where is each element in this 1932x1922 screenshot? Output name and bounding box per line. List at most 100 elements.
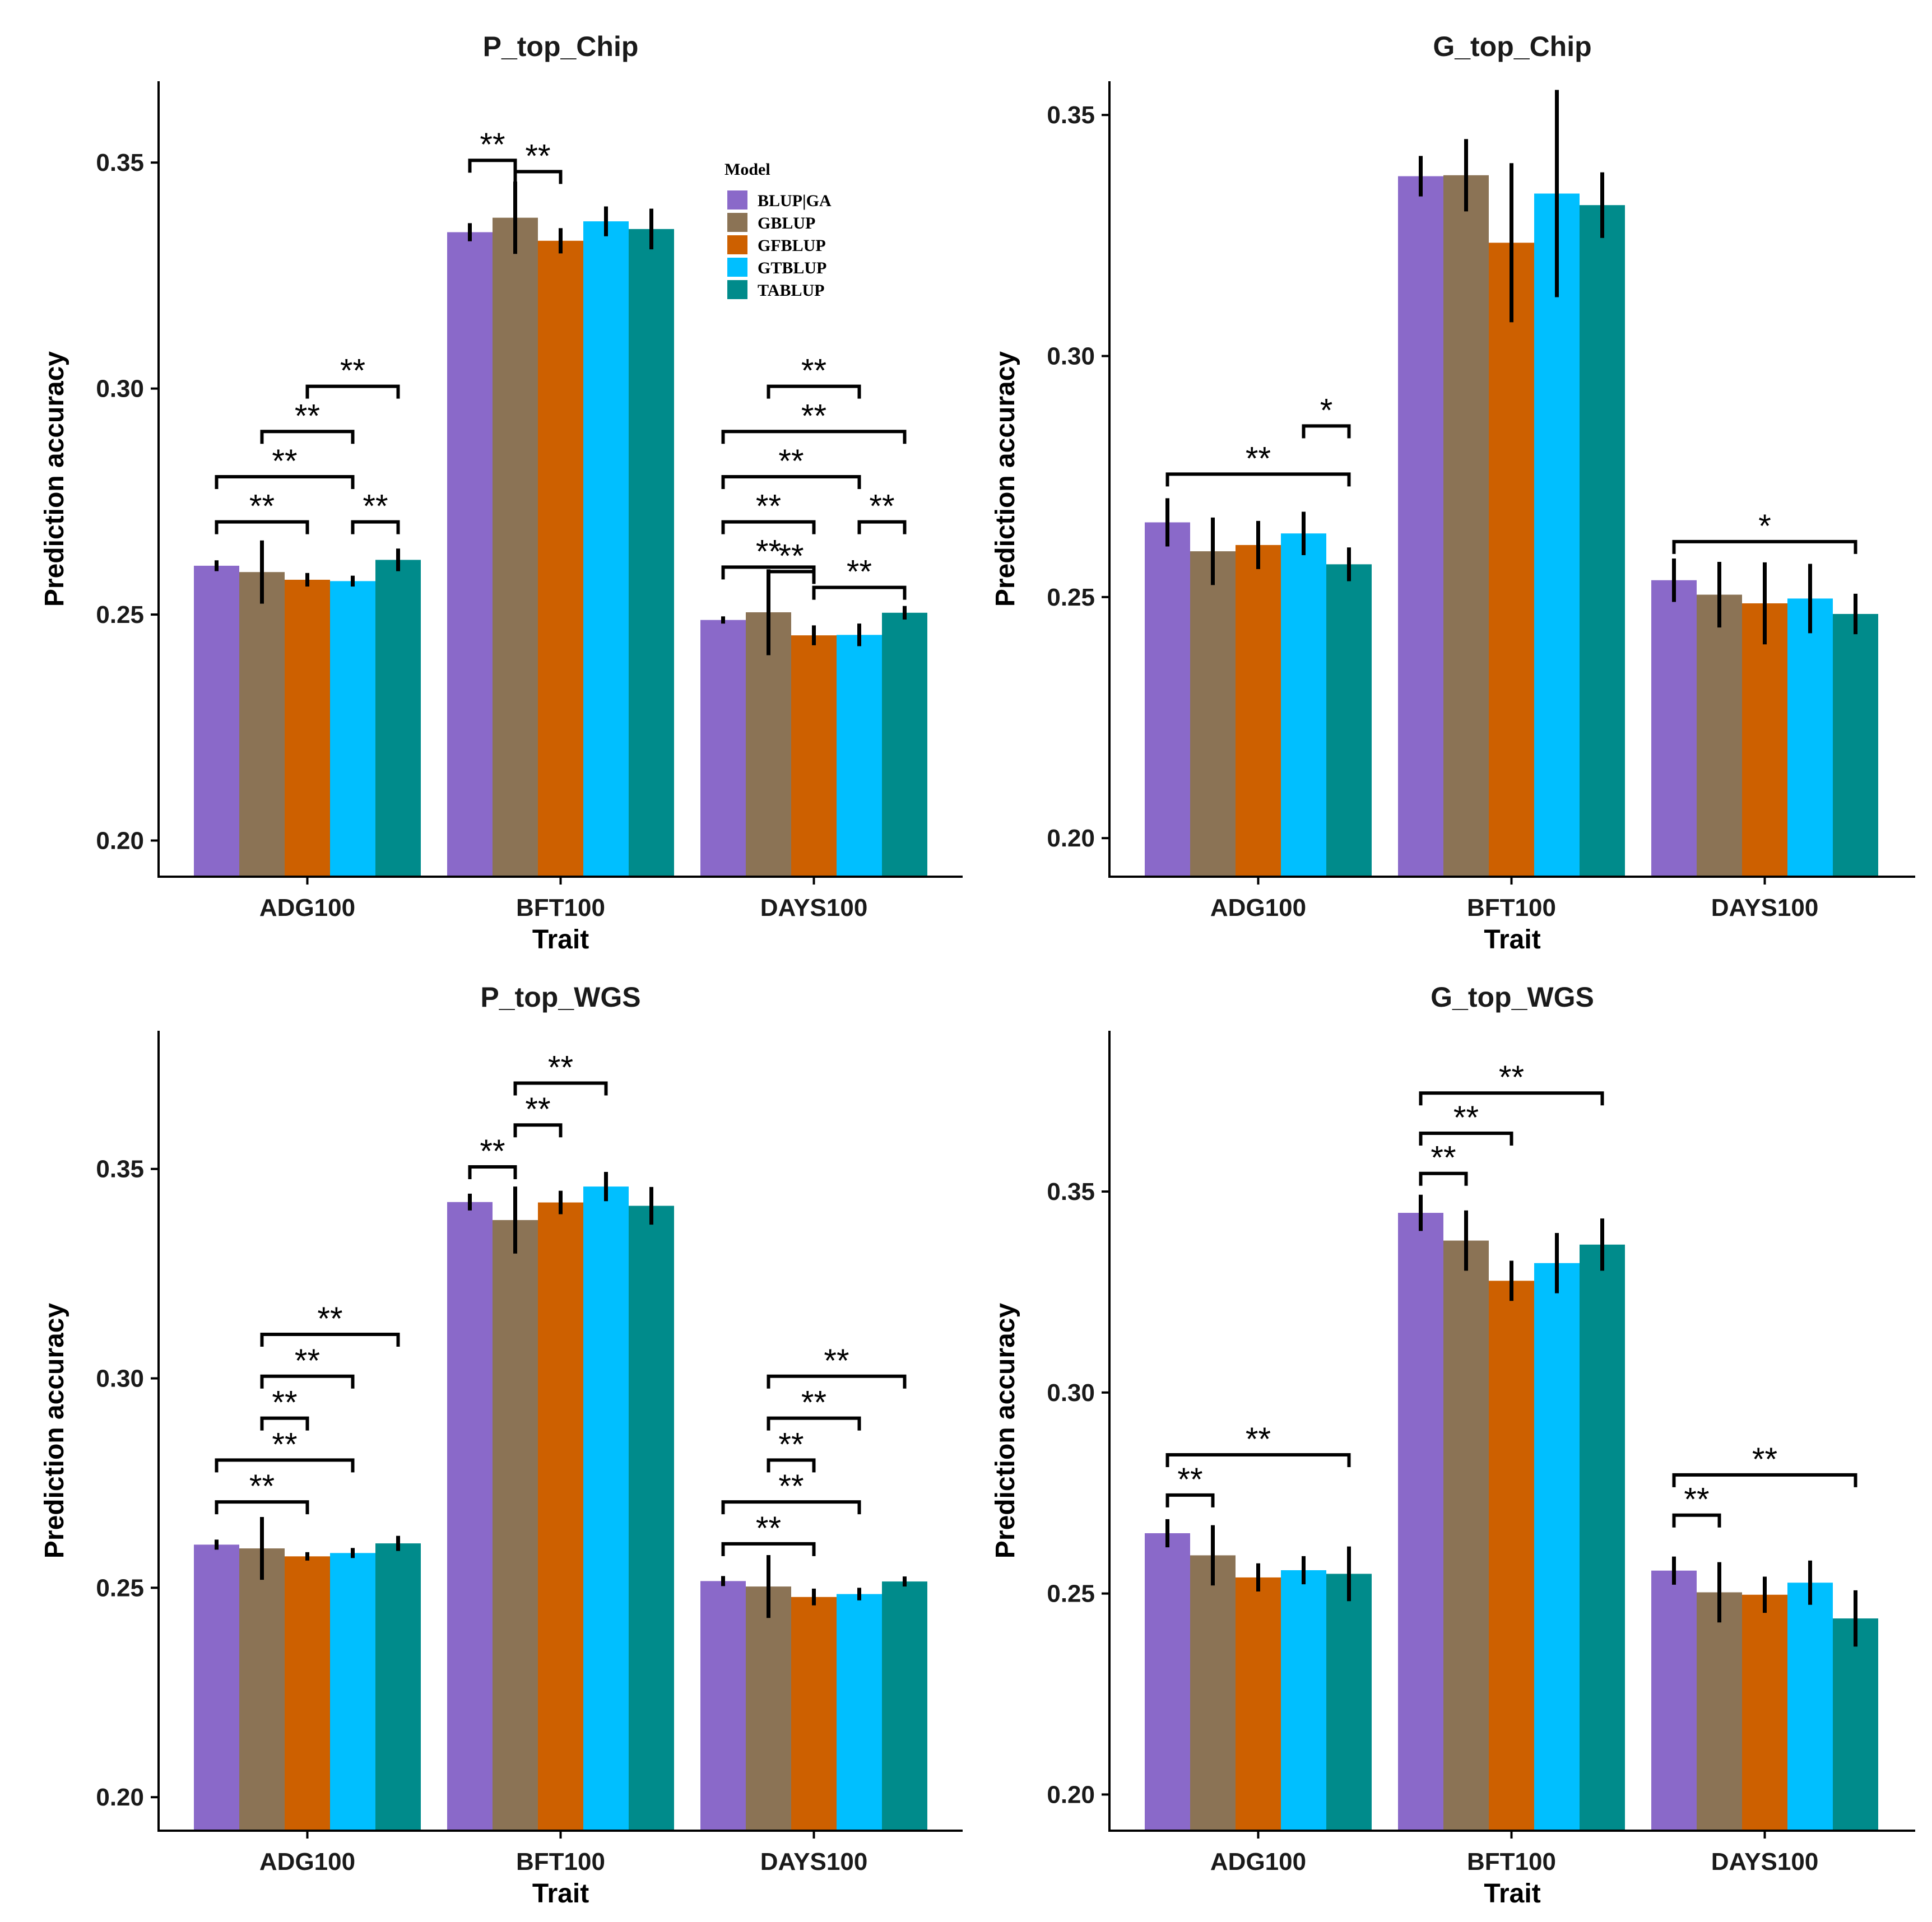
significance-label: ** bbox=[295, 398, 320, 434]
bar-GBLUP-BFT100 bbox=[1443, 1240, 1489, 1831]
bar-GFBLUP-DAYS100 bbox=[1742, 1594, 1787, 1831]
y-tick-label: 0.25 bbox=[96, 601, 144, 629]
significance-label: ** bbox=[317, 1301, 342, 1337]
significance-bracket bbox=[215, 1458, 355, 1473]
bar-GTBLUP-BFT100 bbox=[1534, 1263, 1580, 1831]
legend-swatch-GTBLUP bbox=[727, 258, 747, 277]
significance-bracket bbox=[1419, 1091, 1604, 1106]
bar-GBLUP-ADG100 bbox=[239, 572, 285, 877]
chart-title: P_top_Chip bbox=[483, 31, 639, 62]
significance-bracket bbox=[767, 1374, 907, 1389]
significance-label: ** bbox=[778, 1468, 804, 1505]
significance-bracket bbox=[1165, 1453, 1351, 1468]
bar-TABLUP-ADG100 bbox=[375, 1543, 421, 1831]
significance-bracket bbox=[812, 585, 907, 600]
chart-title: G_top_Chip bbox=[1433, 31, 1591, 62]
significance-label: ** bbox=[778, 1426, 804, 1463]
significance-label: ** bbox=[340, 353, 365, 389]
bar-GFBLUP-ADG100 bbox=[1236, 545, 1281, 877]
legend-label: GTBLUP bbox=[758, 259, 826, 277]
significance-label: ** bbox=[778, 443, 804, 480]
significance-label: ** bbox=[272, 443, 297, 480]
significance-bracket bbox=[215, 1500, 309, 1515]
bar-GTBLUP-DAYS100 bbox=[837, 635, 882, 877]
bar-GTBLUP-DAYS100 bbox=[1787, 598, 1833, 877]
significance-label: ** bbox=[756, 488, 781, 525]
y-tick-label: 0.30 bbox=[1047, 343, 1095, 370]
panel-G_top_Chip: G_top_Chip ADG100 BFT100 DAYS100 0.20 0.25 0.3… bbox=[991, 31, 1915, 955]
bar-GBLUP-BFT100 bbox=[493, 1220, 538, 1831]
significance-bracket bbox=[513, 1123, 563, 1138]
bar-GBLUP-BFT100 bbox=[493, 217, 538, 877]
bar-BLUP|GA-ADG100 bbox=[1145, 522, 1190, 877]
bar-BLUP|GA-BFT100 bbox=[447, 1202, 493, 1831]
bar-GTBLUP-ADG100 bbox=[1281, 533, 1326, 877]
bar-BLUP|GA-DAYS100 bbox=[700, 620, 746, 877]
bar-GFBLUP-BFT100 bbox=[538, 1202, 583, 1831]
y-axis-title: Prediction accuracy bbox=[991, 351, 1020, 607]
bar-GBLUP-ADG100 bbox=[1190, 551, 1236, 877]
significance-bracket bbox=[1165, 472, 1351, 487]
bar-BLUP|GA-ADG100 bbox=[194, 1544, 239, 1831]
y-tick-label: 0.35 bbox=[96, 1156, 144, 1183]
x-axis-title: Trait bbox=[532, 1879, 589, 1909]
bar-TABLUP-ADG100 bbox=[1326, 564, 1372, 877]
bar-GFBLUP-BFT100 bbox=[538, 240, 583, 877]
y-tick-label: 0.25 bbox=[1047, 1580, 1095, 1608]
bar-TABLUP-BFT100 bbox=[629, 229, 674, 877]
legend-label: GBLUP bbox=[758, 214, 815, 232]
bar-GFBLUP-ADG100 bbox=[1236, 1577, 1281, 1831]
y-tick-label: 0.25 bbox=[1047, 584, 1095, 611]
bar-GTBLUP-DAYS100 bbox=[837, 1594, 882, 1831]
significance-bracket bbox=[767, 1416, 861, 1431]
panel-P_top_WGS: P_top_WGS ADG100 BFT100 DAYS100 0.20 0.25 0.30… bbox=[40, 981, 963, 1909]
x-tick-label: BFT100 bbox=[1467, 894, 1556, 922]
bar-BLUP|GA-BFT100 bbox=[447, 232, 493, 877]
y-tick-label: 0.20 bbox=[96, 827, 144, 854]
chart-title: G_top_WGS bbox=[1431, 981, 1594, 1013]
bar-BLUP|GA-DAYS100 bbox=[1651, 1570, 1697, 1831]
legend-swatch-GFBLUP bbox=[727, 235, 747, 254]
significance-label: ** bbox=[1246, 1421, 1271, 1458]
y-tick-label: 0.35 bbox=[1047, 1178, 1095, 1206]
significance-bracket bbox=[1419, 1131, 1513, 1146]
x-tick-label: DAYS100 bbox=[760, 1848, 868, 1876]
y-tick-label: 0.35 bbox=[96, 149, 144, 176]
significance-bracket bbox=[721, 474, 861, 489]
y-tick-label: 0.30 bbox=[96, 375, 144, 403]
significance-label: ** bbox=[480, 127, 505, 163]
bar-GTBLUP-DAYS100 bbox=[1787, 1583, 1833, 1831]
significance-label: ** bbox=[1431, 1140, 1456, 1176]
significance-label: ** bbox=[548, 1049, 573, 1086]
legend-label: BLUP|GA bbox=[758, 192, 832, 210]
significance-label: * bbox=[1320, 392, 1333, 429]
legend-swatch-GBLUP bbox=[727, 213, 747, 232]
significance-bracket bbox=[721, 520, 816, 534]
bar-GTBLUP-ADG100 bbox=[330, 1553, 375, 1831]
bar-TABLUP-BFT100 bbox=[629, 1206, 674, 1831]
significance-label: ** bbox=[1453, 1100, 1479, 1136]
significance-bracket bbox=[721, 430, 907, 444]
bar-TABLUP-DAYS100 bbox=[1833, 1618, 1878, 1831]
significance-label: ** bbox=[525, 138, 550, 174]
bar-TABLUP-ADG100 bbox=[375, 560, 421, 877]
significance-bracket bbox=[513, 1081, 608, 1096]
bar-BLUP|GA-DAYS100 bbox=[700, 1581, 746, 1831]
significance-label: ** bbox=[847, 554, 872, 590]
significance-bracket bbox=[351, 520, 400, 534]
bar-GBLUP-DAYS100 bbox=[746, 1586, 791, 1831]
y-tick-label: 0.30 bbox=[1047, 1379, 1095, 1407]
x-tick-label: ADG100 bbox=[1210, 1848, 1306, 1876]
y-axis-title: Prediction accuracy bbox=[40, 351, 69, 607]
significance-label: ** bbox=[272, 1426, 297, 1463]
significance-label: ** bbox=[756, 533, 781, 570]
bar-GTBLUP-ADG100 bbox=[1281, 1570, 1326, 1831]
significance-bracket bbox=[1672, 1513, 1721, 1528]
significance-label: ** bbox=[801, 398, 826, 434]
significance-bracket bbox=[857, 520, 907, 534]
significance-label: ** bbox=[824, 1343, 849, 1379]
bar-TABLUP-DAYS100 bbox=[1833, 613, 1878, 877]
significance-bracket bbox=[1672, 539, 1857, 554]
significance-bracket bbox=[260, 430, 355, 444]
y-tick-label: 0.20 bbox=[1047, 825, 1095, 852]
